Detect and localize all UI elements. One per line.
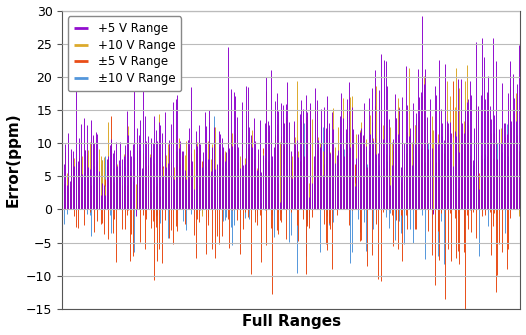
X-axis label: Full Ranges: Full Ranges: [242, 315, 341, 329]
Legend: +5 V Range, +10 V Range, ±5 V Range, ±10 V Range: +5 V Range, +10 V Range, ±5 V Range, ±10…: [68, 16, 181, 91]
Y-axis label: Error(ppm): Error(ppm): [6, 113, 21, 207]
